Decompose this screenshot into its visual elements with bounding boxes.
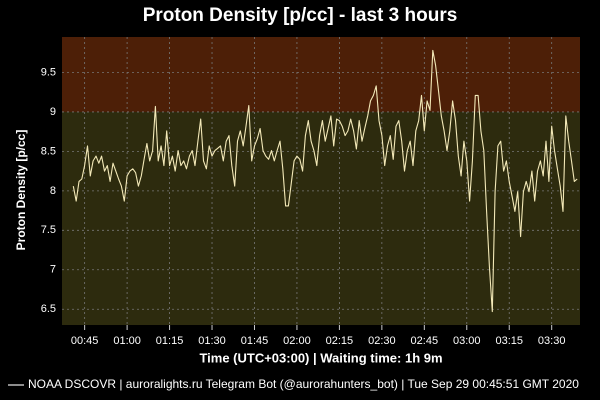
- footer: NOAA DSCOVR | auroralights.ru Telegram B…: [28, 377, 579, 391]
- y-axis-label: Proton Density [p/cc]: [14, 130, 28, 251]
- x-tick-label: 03:30: [538, 335, 566, 347]
- y-tick-label: 9.5: [41, 66, 56, 78]
- zone-alert: [62, 37, 580, 112]
- y-tick-label: 9: [50, 106, 56, 118]
- x-tick-label: 02:15: [326, 335, 354, 347]
- x-tick-label: 01:15: [156, 335, 184, 347]
- y-tick-label: 7.5: [41, 224, 56, 236]
- x-axis-label: Time (UTC+03:00) | Waiting time: 1h 9m: [199, 350, 442, 365]
- plot-area: 6.5 7 7.5 8 8.5 9 9.5 00:45 01:00 01:15 01:30 01:45…: [41, 37, 580, 347]
- y-tick-label: 6.5: [41, 303, 56, 315]
- x-tick-label: 00:45: [71, 335, 99, 347]
- y-tick-label: 8: [50, 185, 56, 197]
- y-tick-label: 7: [50, 264, 56, 276]
- x-tick-label: 02:45: [411, 335, 439, 347]
- x-tick-label: 03:00: [453, 335, 481, 347]
- x-tick-label: 02:00: [283, 335, 311, 347]
- x-tick-label: 03:15: [495, 335, 523, 347]
- x-tick-label: 01:45: [241, 335, 269, 347]
- x-tick-label: 01:30: [198, 335, 226, 347]
- x-tick-label: 02:30: [368, 335, 396, 347]
- zone-normal: [62, 111, 580, 326]
- x-tick-label: 01:00: [113, 335, 141, 347]
- data-line: [72, 49, 578, 313]
- y-tick-label: 8.5: [41, 145, 56, 157]
- chart-title: Proton Density [p/cc] - last 3 hours: [143, 5, 458, 26]
